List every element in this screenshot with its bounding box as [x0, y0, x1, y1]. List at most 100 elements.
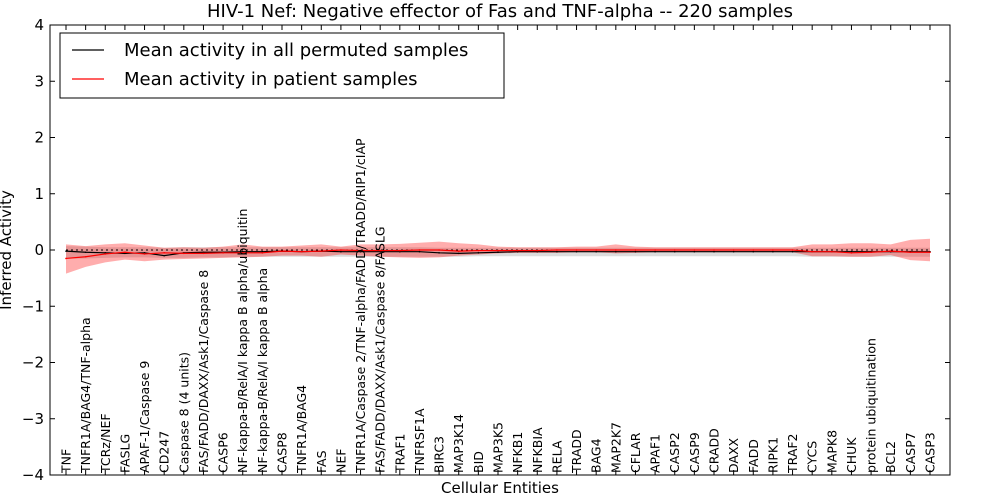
data-point-patient: [300, 250, 303, 253]
data-point-permuted: [850, 250, 853, 253]
data-point-patient: [124, 251, 126, 254]
x-tick-label: CASP7: [903, 432, 918, 473]
data-point-patient: [615, 249, 617, 251]
x-tick-label: FAS: [314, 450, 329, 473]
data-point-permuted: [84, 251, 87, 254]
data-point-patient: [850, 252, 853, 254]
data-point-permuted: [438, 252, 440, 254]
data-point-patient: [497, 249, 499, 252]
x-tick-label: RELA: [549, 440, 564, 473]
x-tick-label: TNFR1A/BAG4/TNF-alpha: [78, 317, 93, 474]
data-point-patient: [183, 252, 185, 255]
x-tick-label: CYCS: [805, 441, 820, 473]
y-tick-label: −1: [22, 297, 44, 315]
data-point-permuted: [536, 250, 539, 253]
data-point-permuted: [418, 250, 421, 253]
data-point-patient: [575, 249, 578, 251]
legend: Mean activity in all permuted samples Mea…: [59, 32, 505, 99]
data-point-patient: [241, 252, 244, 254]
data-point-permuted: [713, 250, 715, 253]
data-point-permuted: [634, 250, 637, 253]
data-point-permuted: [516, 250, 519, 253]
data-point-permuted: [104, 252, 107, 254]
data-point-permuted: [673, 250, 676, 253]
data-point-patient: [870, 251, 872, 254]
data-point-patient: [143, 253, 146, 255]
y-tick-label: 1: [34, 185, 44, 203]
data-point-permuted: [340, 250, 342, 253]
data-point-patient: [457, 250, 460, 252]
data-point-permuted: [143, 252, 146, 254]
y-axis: 4 3 2 1 0 −1 −2 −3 −4: [22, 16, 950, 484]
x-tick-label: TRAF2: [785, 433, 800, 474]
x-tick-label: CHUK: [844, 437, 859, 473]
data-point-patient: [909, 251, 912, 254]
x-tick-label: NF-kappa-B/RelA/I kappa B alpha/ubiquiti…: [235, 209, 250, 473]
data-point-patient: [595, 249, 597, 251]
data-point-permuted: [359, 250, 362, 253]
data-point-patient: [418, 249, 421, 251]
data-point-permuted: [261, 250, 264, 253]
data-point-permuted: [457, 252, 460, 255]
data-point-patient: [536, 249, 539, 252]
x-tick-label: CD247: [157, 431, 172, 473]
x-tick-label: FADD: [746, 439, 761, 473]
data-point-patient: [320, 250, 323, 252]
data-point-permuted: [241, 250, 244, 253]
data-point-patient: [281, 250, 283, 252]
plot-area: [65, 238, 931, 274]
data-point-patient: [202, 252, 205, 255]
x-tick-label: TCRz/NEF: [98, 413, 113, 474]
data-point-patient: [673, 249, 676, 251]
y-tick-label: 3: [34, 72, 44, 90]
data-point-patient: [104, 253, 107, 255]
data-point-patient: [634, 249, 637, 251]
data-point-patient: [831, 250, 833, 253]
data-point-permuted: [65, 250, 67, 252]
data-point-patient: [732, 249, 735, 251]
x-tick-label: MAP2K7: [608, 422, 623, 473]
x-tick-label: FAS/FADD/DAXX/Ask1/Caspase 8: [196, 270, 211, 473]
x-tick-label: Caspase 8 (4 units): [176, 352, 191, 473]
x-tick-label: CASP2: [667, 432, 682, 473]
x-tick-label: FASLG: [117, 434, 132, 473]
data-point-permuted: [202, 251, 205, 254]
data-point-patient: [772, 249, 774, 251]
x-tick-label: RIPK1: [765, 437, 780, 473]
data-point-patient: [889, 250, 892, 252]
legend-label-patient: Mean activity in patient samples: [124, 69, 418, 90]
x-tick-label: TRAF1: [392, 433, 407, 474]
x-axis-label: Cellular Entities: [441, 479, 559, 497]
data-point-patient: [516, 249, 519, 252]
x-tick-label: APAF1: [648, 434, 663, 473]
y-tick-label: −4: [22, 466, 44, 484]
data-point-permuted: [654, 250, 656, 253]
x-tick-label: DAXX: [726, 437, 741, 473]
data-point-permuted: [124, 252, 126, 255]
data-point-patient: [163, 252, 165, 254]
data-point-patient: [84, 255, 87, 258]
data-point-patient: [477, 249, 480, 252]
x-tick-label: MAP3K5: [491, 422, 506, 473]
legend-box: [59, 32, 505, 99]
legend-label-permuted: Mean activity in all permuted samples: [124, 40, 468, 61]
data-point-patient: [693, 249, 696, 251]
y-tick-label: −3: [22, 410, 44, 428]
data-point-permuted: [693, 250, 696, 253]
x-tick-label: NFKB1: [510, 432, 525, 473]
x-tick-label: CASP6: [216, 432, 231, 473]
x-tick-label: BCL2: [883, 441, 898, 473]
x-tick-label: CRADD: [707, 428, 722, 473]
x-tick-label: MAPK8: [824, 430, 839, 473]
data-point-permuted: [163, 254, 165, 257]
x-tick-label: NFKBIA: [530, 427, 545, 473]
x-tick-label: BID: [471, 451, 486, 473]
data-point-patient: [752, 249, 755, 251]
y-tick-label: 2: [34, 129, 44, 147]
x-tick-label: CASP8: [275, 432, 290, 473]
x-tick-label: BAG4: [589, 438, 604, 473]
data-point-permuted: [477, 252, 480, 254]
x-tick-label: TNFRSF1A: [412, 408, 427, 474]
data-point-patient: [929, 251, 931, 254]
data-point-permuted: [399, 250, 401, 253]
